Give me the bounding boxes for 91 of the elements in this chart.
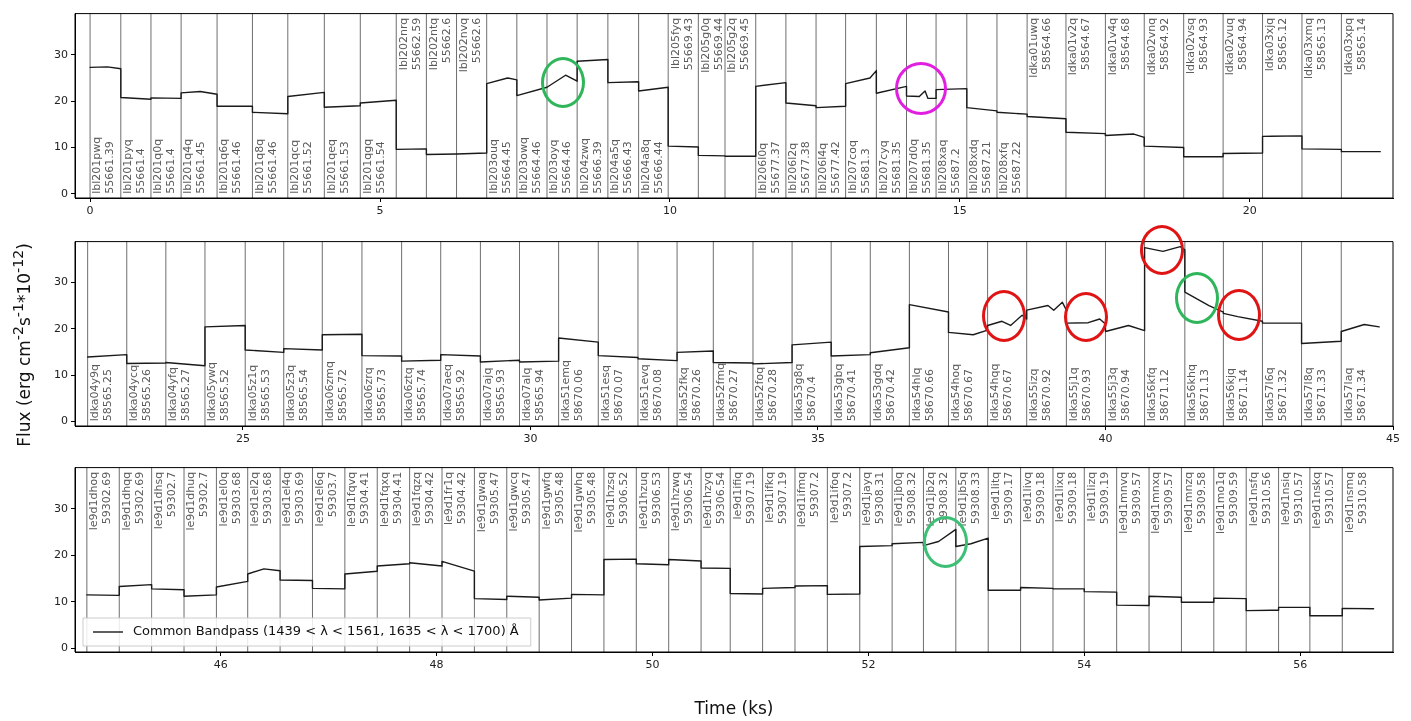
annotation: ldka51evq 58670.08 <box>638 364 665 422</box>
annotation: ldka51emq 58670.06 <box>558 359 585 422</box>
annotation: lbl203oyq 55664.46 <box>547 139 574 194</box>
annotation: ldka56kfq 58671.12 <box>1144 367 1171 422</box>
y-tick-label: 30 <box>54 275 68 289</box>
annotation: ldka55j3q 58670.94 <box>1105 367 1132 422</box>
x-tick-label: 25 <box>235 432 250 446</box>
y-tick-label: 10 <box>54 594 68 608</box>
annotation: ldka01uwq 58564.66 <box>1027 17 1054 78</box>
annotation: ldka52fmq 58670.27 <box>713 362 740 422</box>
y-tick-label: 0 <box>61 414 68 428</box>
annotation: lbl207coq 55681.3 <box>845 139 872 194</box>
annotation: lbl202nrq 55662.59 <box>396 17 423 71</box>
annotation: ldka57laq 58671.34 <box>1341 367 1368 422</box>
x-tick-label: 20 <box>1242 204 1257 218</box>
annotation: lbl204a5q 55666.43 <box>608 139 635 194</box>
annotation: lbl201qeq 55661.53 <box>324 139 351 194</box>
annotation: lbl208xfq 55687.22 <box>997 141 1024 194</box>
annotation: lbl201pyq 55661.4 <box>121 139 148 194</box>
annotation: lbl201q8q 55661.46 <box>252 138 279 194</box>
annotation: ldka53g8q 58670.4 <box>792 363 819 422</box>
annotation: ldka56kjq 58671.14 <box>1223 367 1250 422</box>
annotation: lbl201q6q 55661.46 <box>217 138 244 194</box>
x-tick-label: 46 <box>213 658 228 672</box>
annotation: ldka04ycq 58565.26 <box>127 364 154 422</box>
annotation: ldka07alq 58565.94 <box>519 367 546 422</box>
annotation: ldka06ztq 58565.74 <box>401 367 428 422</box>
annotation: ldka54hqq 58670.67 <box>987 363 1014 422</box>
y-tick-label: 20 <box>54 94 68 108</box>
annotation: lbl201q0q 55661.4 <box>151 138 178 194</box>
annotation: le9d1dhoq 59302.69 <box>87 471 114 531</box>
annotation: ldka57l8q 58671.33 <box>1301 367 1328 422</box>
annotation: ldka57l6q 58671.32 <box>1262 367 1289 422</box>
y-tick-label: 30 <box>54 501 68 515</box>
x-tick-label: 54 <box>1077 658 1092 672</box>
annotation: ldka05z3q 58565.54 <box>284 364 311 422</box>
annotation: ldka54hlq 58670.66 <box>909 367 936 422</box>
annotation: ldka54hoq 58670.67 <box>948 363 975 422</box>
annotation: lbl204a8q 55666.44 <box>638 139 665 194</box>
y-tick-label: 0 <box>61 641 68 655</box>
annotation: ldka07aeq 58565.92 <box>441 363 468 422</box>
x-tick-label: 15 <box>952 204 967 218</box>
y-tick-label: 30 <box>54 47 68 61</box>
y-tick-label: 10 <box>54 367 68 381</box>
x-axis-title: Time (ks) <box>694 698 774 718</box>
annotation: ldka06zmq 58565.72 <box>322 360 349 422</box>
y-tick-label: 0 <box>61 186 68 200</box>
y-tick-label: 10 <box>54 140 68 154</box>
annotation: ldka53gdq 58670.42 <box>870 363 897 422</box>
annotation: lbl206l2q 55677.38 <box>786 141 813 194</box>
annotation: lbl201pwq 55661.39 <box>90 136 117 194</box>
x-tick-label: 52 <box>861 658 876 672</box>
annotation: lbl203owq 55664.46 <box>517 137 544 194</box>
annotation: ldka05z1q 58565.53 <box>245 364 272 422</box>
annotation: ldka52foq 58670.28 <box>753 366 780 422</box>
x-tick-label: 35 <box>810 432 825 446</box>
annotation: ldka04yfq 58565.27 <box>166 367 193 422</box>
x-tick-label: 56 <box>1293 658 1308 672</box>
annotation: ldka04y9q 58565.25 <box>88 363 115 422</box>
annotation: lbl201qcq 55661.52 <box>288 139 315 194</box>
annotation: ldka06zrq 58565.73 <box>362 367 389 422</box>
annotation: lbl203ouq 55664.45 <box>487 139 514 194</box>
x-tick-label: 10 <box>662 204 677 218</box>
annotation: ldka52fkq 58670.26 <box>677 367 704 422</box>
x-tick-label: 40 <box>1098 432 1113 446</box>
annotation: ldka55j1q 58670.93 <box>1066 367 1093 422</box>
y-tick-label: 20 <box>54 548 68 562</box>
legend-label: Common Bandpass (1439 < λ < 1561, 1635 < λ < 1700) Å <box>133 623 519 639</box>
annotation: ldka56khq 58671.13 <box>1185 364 1212 422</box>
annotation: ldka53gbq 58670.41 <box>831 363 858 422</box>
annotation: ldka05ywq 58565.52 <box>205 361 232 422</box>
annotation: ldka51esq 58670.07 <box>598 364 625 422</box>
annotation: ldka07ajq 58565.93 <box>480 367 507 422</box>
annotation: lbl201qgq 55661.54 <box>360 138 387 194</box>
annotation: lbl206l0q 55677.37 <box>756 141 783 194</box>
x-tick-label: 0 <box>86 204 94 218</box>
annotation: ldka55izq 58670.92 <box>1027 368 1054 422</box>
annotation: lbl204zwq 55666.39 <box>577 137 604 194</box>
annotation: lbl208xdq 55687.21 <box>967 139 994 194</box>
annotation: lbl208xaq 55687.2 <box>936 139 963 194</box>
x-tick-label: 50 <box>645 658 660 672</box>
x-tick-label: 48 <box>429 658 444 672</box>
x-tick-label: 5 <box>376 204 384 218</box>
annotation: lbl206l4q 55677.42 <box>816 141 843 194</box>
annotation: lbl207d0q 55681.35 <box>906 138 933 194</box>
x-tick-label: 30 <box>523 432 538 446</box>
y-tick-label: 20 <box>54 321 68 335</box>
annotation: lbl205fyq 55669.43 <box>668 17 695 71</box>
annotation: lbl201q4q 55661.45 <box>181 138 208 194</box>
annotation: lbl207cyq 55681.35 <box>876 140 903 194</box>
x-tick-label: 45 <box>1386 432 1400 446</box>
